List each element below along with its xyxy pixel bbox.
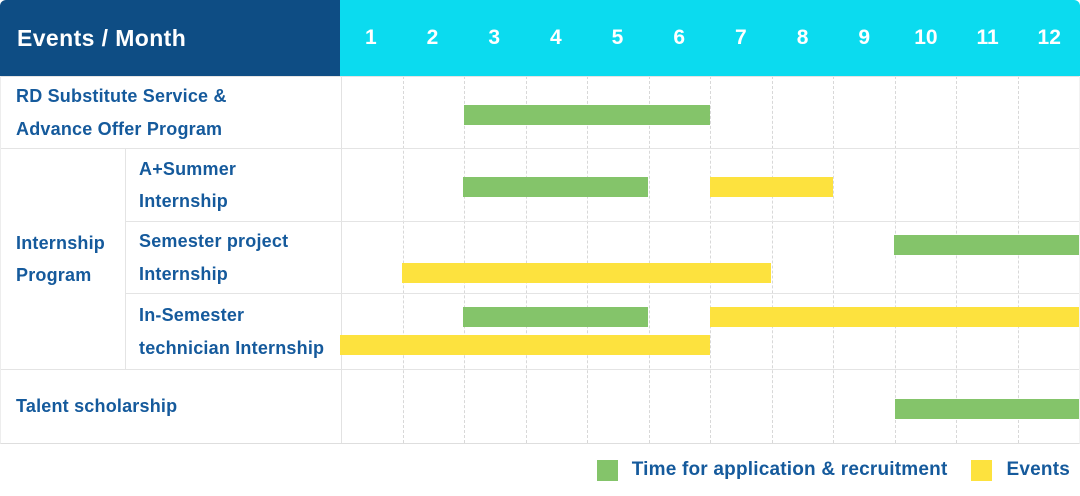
gantt-bar-event (340, 335, 710, 355)
table-body: RD Substitute Service & Advance Offer Pr… (0, 76, 1080, 444)
month-header-cell: 6 (673, 26, 686, 49)
month-header-cell: 4 (550, 26, 562, 49)
timeline-a-plus-summer (340, 149, 1079, 221)
gantt-bar-application (894, 398, 1079, 419)
month-header-row: 1 2 3 4 5 6 7 8 9 10 11 12 (340, 0, 1080, 76)
month-header-cell: 11 (976, 26, 999, 49)
row-label-a-plus-summer: A+Summer Internship (139, 158, 237, 211)
internship-program-subrows: A+Summer Internship Semester project Int… (126, 149, 1079, 369)
month-header-cell: 8 (796, 26, 809, 49)
gantt-bar-application (463, 177, 648, 197)
legend-item-events: Events (971, 459, 1070, 481)
gantt-bar-application (463, 307, 648, 327)
events-color-swatch (971, 459, 993, 481)
table-row: Semester project Internship (126, 221, 1079, 293)
row-label-rd-substitute: RD Substitute Service & Advance Offer Pr… (16, 86, 227, 139)
timeline-rd-substitute (341, 77, 1079, 148)
gantt-bar-event (401, 263, 772, 283)
month-header-cell: 10 (914, 26, 938, 49)
month-header-cell: 2 (426, 26, 439, 49)
application-color-swatch (596, 459, 618, 481)
table-row: In-Semester technician Internship (126, 293, 1079, 369)
row-label-semester-project: Semester project Internship (139, 231, 289, 284)
legend-label-events: Events (1006, 459, 1070, 480)
table-row: A+Summer Internship (126, 149, 1079, 221)
legend-label-application: Time for application & recruitment (631, 459, 948, 480)
table-header-row: Events / Month 1 2 3 4 5 6 7 8 9 10 11 12 (0, 0, 1080, 76)
gantt-bar-application (464, 104, 710, 125)
timeline-in-semester-technician (340, 294, 1079, 369)
table-row: Talent scholarship (1, 369, 1079, 443)
table-row: RD Substitute Service & Advance Offer Pr… (1, 76, 1079, 148)
events-month-header-cell: Events / Month (0, 0, 340, 76)
row-label-talent-scholarship: Talent scholarship (16, 396, 178, 417)
row-label-in-semester-technician: In-Semester technician Internship (139, 305, 325, 358)
month-header-cell: 7 (735, 26, 747, 49)
legend: Time for application & recruitment Event… (0, 444, 1080, 496)
gantt-bar-event (709, 177, 833, 197)
gantt-bar-application (894, 235, 1079, 255)
group-label-internship-program: Internship Program (1, 149, 126, 369)
month-header-cell: 3 (488, 26, 501, 49)
timeline-talent-scholarship (341, 370, 1079, 443)
month-header-cell: 9 (858, 26, 871, 49)
month-header-cell: 5 (611, 26, 624, 49)
timeline-semester-project (340, 222, 1079, 293)
month-header-cell: 12 (1037, 26, 1061, 49)
internship-program-group: Internship Program A+Summer Internship S… (1, 148, 1079, 369)
month-header-cell: 1 (364, 26, 377, 49)
legend-item-application: Time for application & recruitment (596, 459, 948, 481)
gantt-bar-event (709, 307, 1079, 327)
